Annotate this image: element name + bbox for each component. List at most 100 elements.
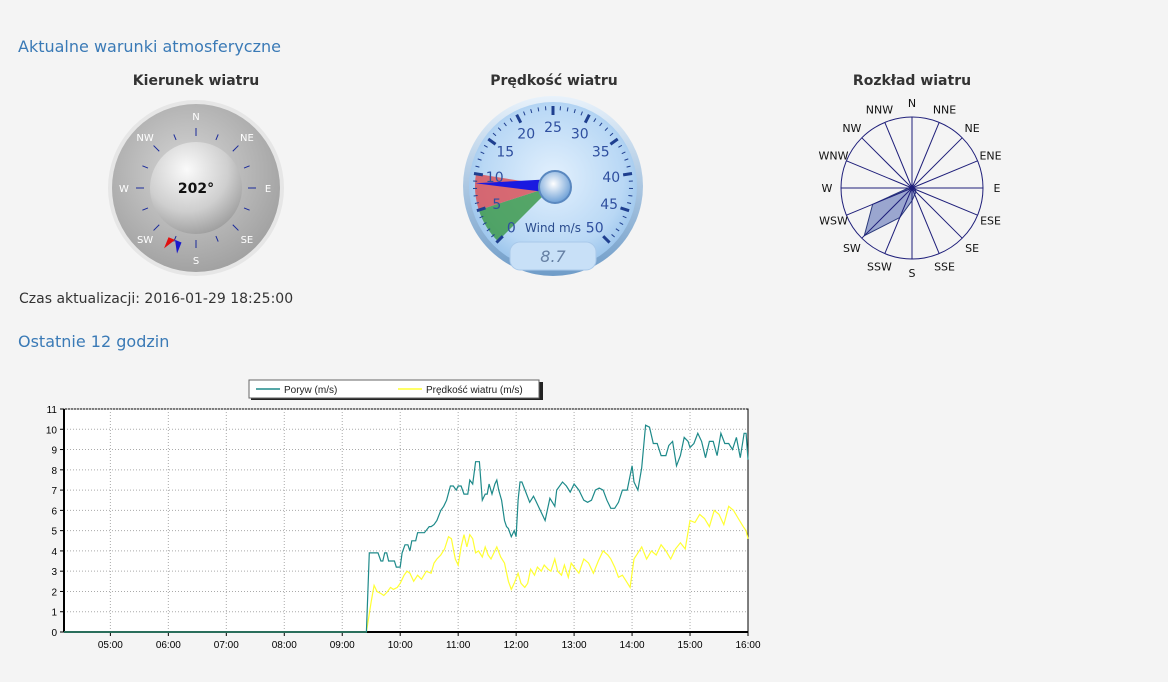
- gauge-tick: [473, 172, 484, 177]
- rose-spoke: [846, 160, 913, 189]
- x-tick-label: 09:00: [330, 640, 355, 651]
- wind-speed-title: Prędkość wiatru: [490, 73, 618, 89]
- rose-spoke: [911, 160, 978, 189]
- rose-spoke: [846, 187, 913, 216]
- gauge-tick: [611, 234, 615, 238]
- gauge-tick: [515, 114, 523, 124]
- gauge-tick: [479, 215, 484, 219]
- y-tick-label: 1: [51, 608, 57, 619]
- gauge-tick: [626, 165, 631, 168]
- x-tick-label: 15:00: [678, 640, 703, 651]
- rose-label-ne: NE: [965, 122, 980, 135]
- gauge-tick: [476, 206, 486, 213]
- gauge-tick: [480, 151, 485, 155]
- compass-tick: [232, 145, 239, 152]
- gauge-tick: [495, 235, 504, 244]
- rose-spoke: [911, 187, 940, 254]
- compass-label-sw: SW: [137, 235, 153, 246]
- y-tick-label: 2: [51, 587, 57, 598]
- compass-pointer-right: [164, 237, 176, 249]
- gauge-tick: [509, 118, 513, 123]
- gauge-tick: [503, 122, 507, 127]
- y-tick-label: 7: [51, 486, 57, 497]
- gauge-tick: [492, 132, 497, 137]
- gauge-zone-low: [478, 186, 553, 242]
- gauge-scale-label: 0: [507, 221, 516, 237]
- compass-tick: [215, 235, 219, 242]
- last-12-hours-title: Ostatnie 12 godzin: [18, 332, 170, 351]
- rose-label-w: W: [822, 182, 833, 195]
- compass-tick: [142, 207, 149, 211]
- x-tick-label: 08:00: [272, 640, 297, 651]
- gauge-tick: [530, 109, 533, 114]
- legend-speed-label: Prędkość wiatru (m/s): [426, 385, 523, 396]
- rose-label-se: SE: [965, 242, 979, 255]
- rose-spoke: [884, 122, 913, 189]
- y-tick-label: 3: [51, 567, 57, 578]
- wind-direction-title: Kierunek wiatru: [132, 73, 260, 89]
- gauge-tick: [583, 114, 591, 124]
- gauge-scale-label: 40: [602, 170, 620, 186]
- x-tick-label: 14:00: [620, 640, 645, 651]
- gauge-tick: [475, 165, 480, 168]
- rose-label-e: E: [994, 182, 1001, 195]
- rose-spoke: [861, 187, 913, 239]
- rose-spoke: [884, 187, 913, 254]
- rose-label-n: N: [908, 97, 916, 110]
- gauge-scale-label: 30: [571, 126, 589, 142]
- x-tick-label: 13:00: [562, 640, 587, 651]
- gauge-tick: [566, 107, 569, 112]
- gauge-tick: [483, 144, 488, 148]
- compass-label-n: N: [192, 112, 199, 123]
- rose-label-wsw: WSW: [819, 215, 848, 228]
- series-gust-line: [64, 424, 749, 633]
- rose-spoke: [911, 187, 978, 216]
- y-tick-label: 4: [51, 547, 57, 558]
- chart-legend: [248, 379, 540, 399]
- gauge-tick: [573, 109, 576, 114]
- x-tick-label: 11:00: [446, 640, 471, 651]
- gauge-tick: [622, 172, 633, 177]
- rose-label-ssw: SSW: [867, 261, 892, 274]
- gauge-tick: [618, 144, 623, 148]
- gauge-tick: [599, 122, 603, 127]
- rose-label-nne: NNE: [933, 103, 956, 116]
- gauge-scale-label: 45: [600, 197, 618, 213]
- gauge-tick: [604, 127, 609, 131]
- rose-label-ese: ESE: [980, 215, 1001, 228]
- gauge-tick: [602, 235, 611, 244]
- y-tick-label: 6: [51, 506, 57, 517]
- rose-label-nw: NW: [842, 122, 861, 135]
- gauge-tick: [622, 215, 627, 219]
- x-tick-label: 07:00: [214, 640, 239, 651]
- rose-label-ene: ENE: [979, 149, 1001, 162]
- gauge-tick: [609, 132, 614, 137]
- gauge-tick: [474, 202, 479, 204]
- compass-label-e: E: [265, 184, 271, 195]
- x-tick-label: 10:00: [388, 640, 413, 651]
- x-tick-label: 06:00: [156, 640, 181, 651]
- series-speed-line: [64, 505, 749, 633]
- gauge-scale-label: 50: [586, 221, 604, 237]
- y-tick-label: 5: [51, 527, 57, 538]
- gauge-tick: [609, 137, 619, 146]
- update-time: Czas aktualizacji: 2016-01-29 18:25:00: [19, 291, 294, 307]
- compass-pointer-left: [175, 239, 182, 254]
- wind-direction-compass: N NE E SE S SW W NW 202°: [108, 100, 284, 276]
- gauge-tick: [486, 228, 491, 232]
- wind-speed-display: [509, 241, 597, 271]
- rose-spoke: [911, 137, 963, 189]
- y-tick-label: 11: [47, 405, 58, 416]
- rose-spoke: [911, 187, 963, 239]
- x-tick-label: 05:00: [98, 640, 123, 651]
- gauge-scale-label: 15: [496, 144, 514, 160]
- wind-distribution-rose: N NNE NE ENE E ESE SE SSE S SSW SW WSW W WNW NW NNW: [818, 97, 1001, 280]
- wind-speed-unit: Wind m/s: [525, 221, 581, 235]
- y-tick-label: 8: [51, 466, 57, 477]
- gauge-scale-label: 35: [592, 144, 610, 160]
- rose-label-sw: SW: [843, 242, 861, 255]
- y-tick-label: 10: [46, 425, 58, 436]
- compass-tick: [232, 224, 239, 231]
- x-tick-label: 12:00: [504, 640, 529, 651]
- gauge-tick: [477, 158, 482, 161]
